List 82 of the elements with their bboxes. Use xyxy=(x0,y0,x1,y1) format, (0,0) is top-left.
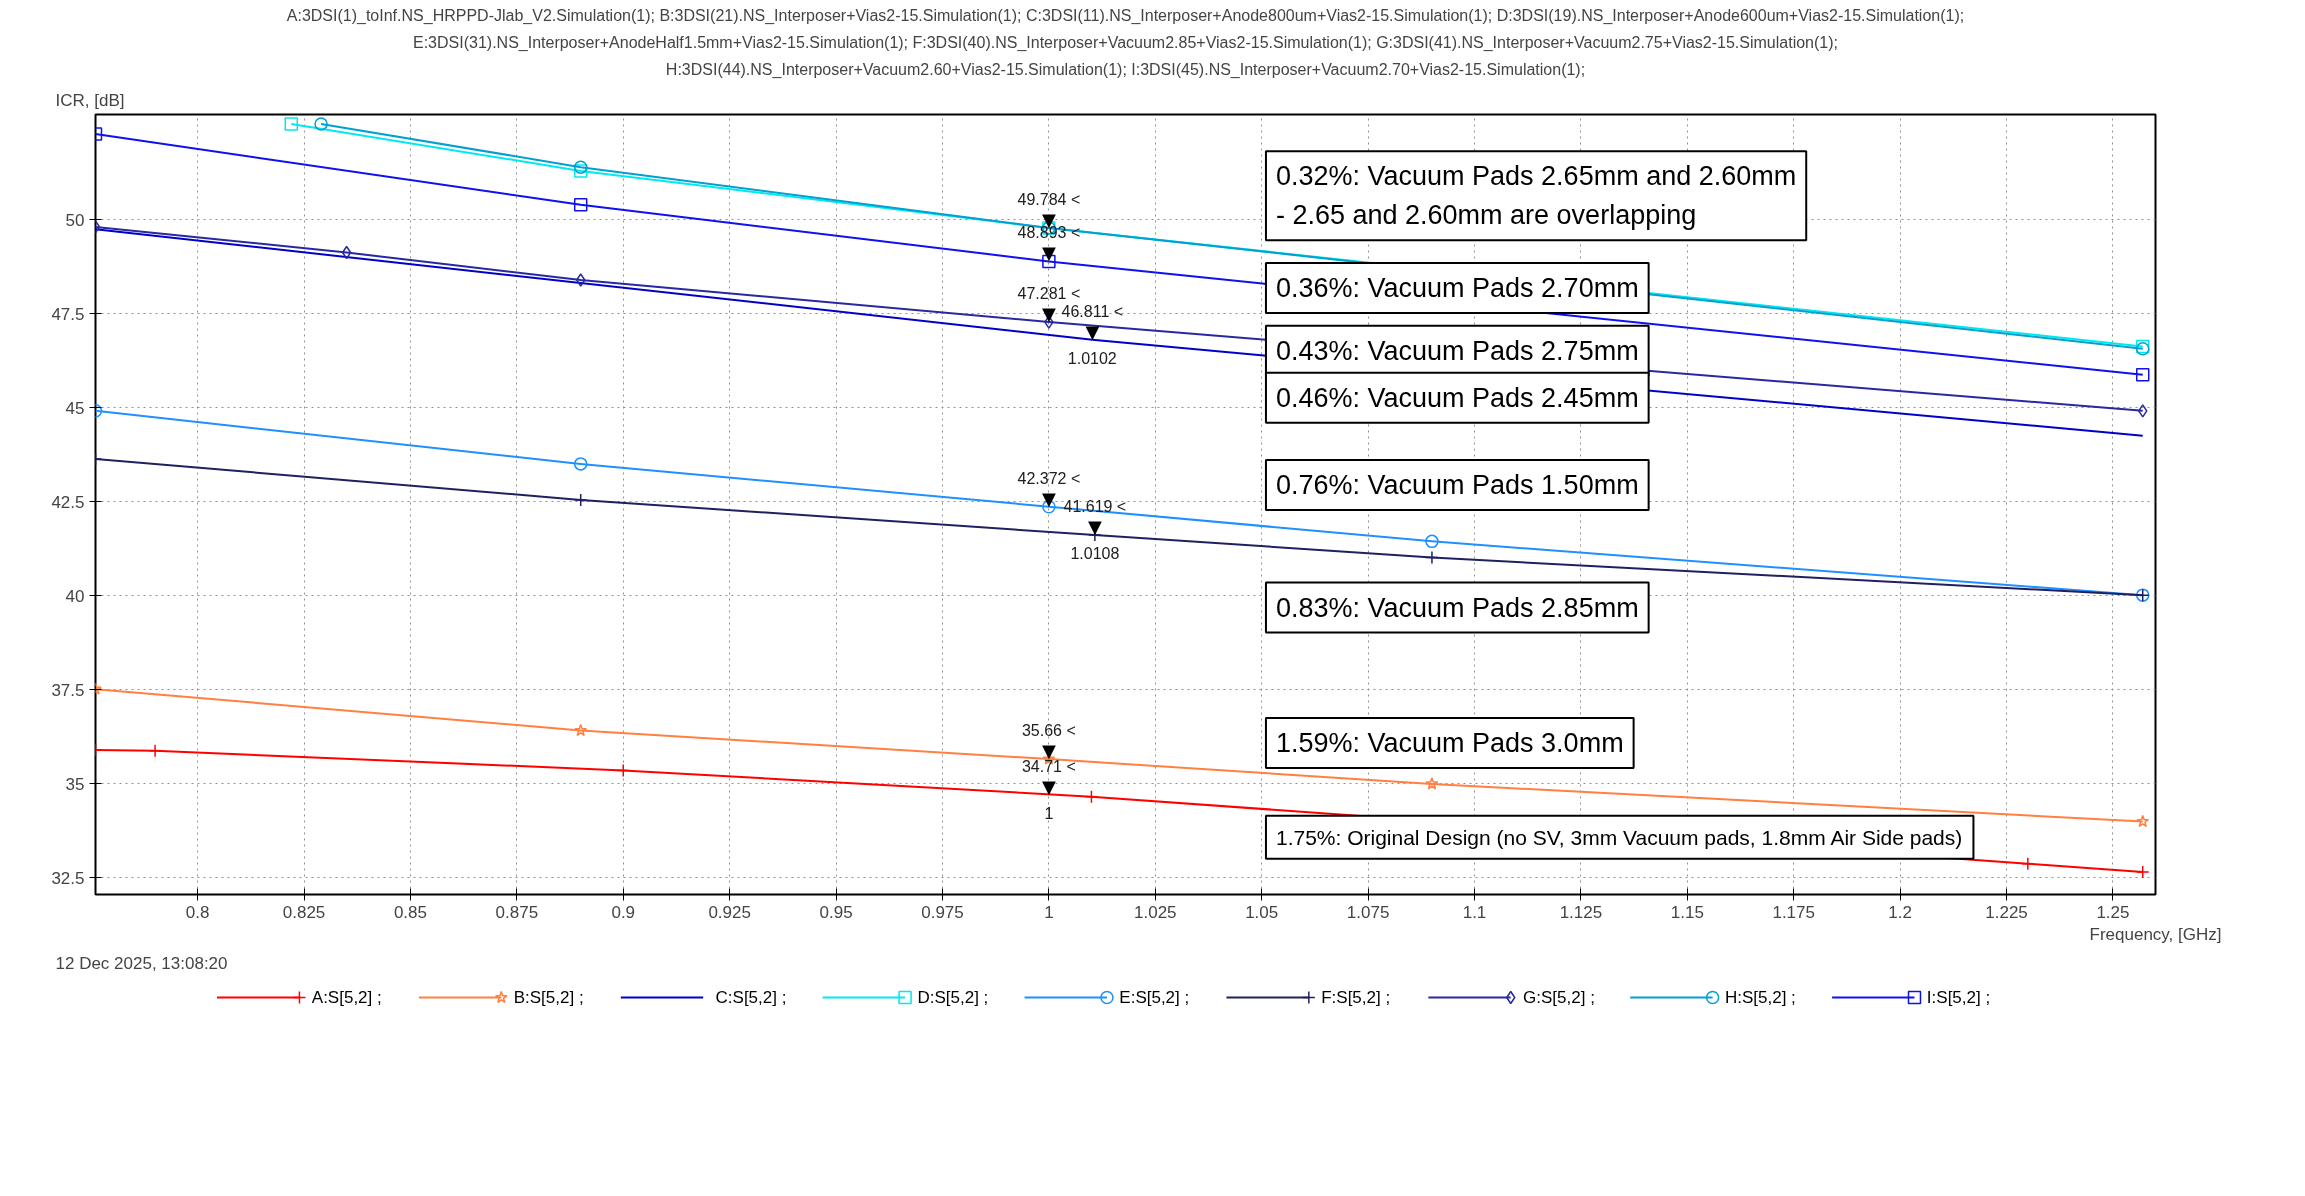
annotation: 46.811 < xyxy=(1061,302,1124,320)
x-tick-label: 0.9 xyxy=(611,902,636,922)
annotation: 0.46%: Vacuum Pads 2.45mm xyxy=(1275,382,1639,413)
point xyxy=(1084,789,1099,804)
legend-label: C:S[5,2] ; xyxy=(715,988,787,1007)
annotation: 42.372 < xyxy=(1017,469,1081,487)
point xyxy=(2136,814,2150,828)
annotation: 0.76%: Vacuum Pads 1.50mm xyxy=(1275,469,1639,500)
x-tick-label: 1.25 xyxy=(2096,902,2130,922)
annotation: 1.0108 xyxy=(1070,545,1120,562)
annotation: ▼ xyxy=(1041,775,1056,797)
x-tick-label: 1.1 xyxy=(1462,902,1487,922)
legend-label: D:S[5,2] ; xyxy=(917,988,989,1007)
point xyxy=(2021,856,2035,871)
y-tick-label: 37.5 xyxy=(51,680,85,700)
x-tick-label: 1 xyxy=(1044,902,1054,922)
annotation: 1 xyxy=(1044,804,1054,822)
annotation: ▼ xyxy=(1041,740,1056,762)
x-axis-title: Frequency, [GHz] xyxy=(2089,924,2222,944)
x-tick-label: 0.975 xyxy=(921,902,964,922)
point xyxy=(2135,865,2150,879)
x-tick-label: 1.05 xyxy=(1245,902,1279,922)
y-tick-label: 45 xyxy=(65,398,85,418)
x-tick-label: 1.025 xyxy=(1134,902,1177,922)
legend-label: B:S[5,2] ; xyxy=(513,988,584,1007)
y-tick-label: 42.5 xyxy=(51,492,85,512)
annotation: 1.59%: Vacuum Pads 3.0mm xyxy=(1275,727,1624,758)
annotation: 0.43%: Vacuum Pads 2.75mm xyxy=(1275,335,1639,366)
y-tick-label: 47.5 xyxy=(51,304,85,324)
x-tick-label: 1.175 xyxy=(1772,902,1815,922)
annotation: 0.36%: Vacuum Pads 2.70mm xyxy=(1275,272,1639,303)
point xyxy=(148,744,162,758)
x-tick-label: 0.875 xyxy=(495,902,539,922)
text: 12 Dec 2025, 13:08:20 xyxy=(55,953,228,973)
x-tick-label: 1.125 xyxy=(1559,902,1603,922)
x-tick-label: 0.85 xyxy=(393,902,428,922)
point xyxy=(574,723,588,737)
point xyxy=(616,763,631,778)
point xyxy=(573,457,588,471)
point xyxy=(575,273,586,287)
legend-label: I:S[5,2] ; xyxy=(1926,988,1991,1007)
point xyxy=(573,160,588,174)
point xyxy=(314,117,328,131)
point xyxy=(573,493,588,507)
chart-title: A:3DSI(1)_toInf.NS_HRPPD-Jlab_V2.Simulation(1); B:3DSI(21).NS_Interposer+Vias2-15.Simulation(1); C:3DSI(11).NS_Interposer+Anode800um+Vias2-15.Simulation(1); D:3DSI(19).NS_Interposer+Anode600um+Vias2-15.Simulation(1); E:3DSI(31).NS_Interposer+AnodeHalf1.5mm+Vias2-15.Simulation(1); F:3DSI(40).NS_Interposer+Vacuum2.85+Vias2-15.Simulation(1); G:3DSI(41).NS_Interposer+Vacuum2.75+Vias2-15.Simulation(1); H:3DSI(44).NS_Interposer+Vacuum2.60+Vias2-15.Simulation(1); I:3DSI(45).NS_Interposer+Vacuum2.70+Vias2-15.Simulation(1); xyxy=(286,7,1965,80)
point xyxy=(1425,534,1439,549)
y-tick-label: 35 xyxy=(65,774,85,794)
annotation: ▼ xyxy=(1041,303,1056,325)
annotation: 35.66 < xyxy=(1021,722,1076,740)
y-tick-label: 50 xyxy=(65,210,85,230)
y-tick-label: 40 xyxy=(65,586,85,606)
y-axis-title: ICR, [dB] xyxy=(55,90,125,110)
point xyxy=(2137,404,2148,418)
annotation: ▼ xyxy=(1087,516,1102,537)
annotation: 47.281 < xyxy=(1017,285,1081,303)
x-tick-label: 0.825 xyxy=(282,902,326,922)
point xyxy=(341,245,352,260)
x-tick-label: 1.2 xyxy=(1888,902,1912,922)
x-tick-label: 0.95 xyxy=(819,902,853,922)
x-tick-label: 1.225 xyxy=(1985,902,2028,922)
y-tick-label: 32.5 xyxy=(51,868,85,888)
annotation: 0.83%: Vacuum Pads 2.85mm xyxy=(1275,592,1639,623)
legend-label: A:S[5,2] ; xyxy=(311,988,382,1007)
point xyxy=(573,164,588,178)
point xyxy=(284,117,299,131)
x-tick-label: 1.075 xyxy=(1346,902,1390,922)
legend-label: E:S[5,2] ; xyxy=(1119,988,1190,1007)
x-tick-label: 0.925 xyxy=(708,902,751,922)
annotation: ▼ xyxy=(1085,320,1100,342)
annotation: 49.784 < xyxy=(1017,190,1081,208)
point xyxy=(2135,368,2150,382)
point xyxy=(1425,777,1439,790)
point xyxy=(573,198,588,212)
x-tick-label: 1.15 xyxy=(1670,902,1704,922)
legend-label: F:S[5,2] ; xyxy=(1321,988,1391,1007)
point xyxy=(1425,550,1439,565)
legend-label: H:S[5,2] ; xyxy=(1724,988,1796,1007)
legend-label: G:S[5,2] ; xyxy=(1523,988,1595,1007)
annotation: 0.32%: Vacuum Pads 2.65mm and 2.60mm - 2.65 and 2.60mm are overlapping xyxy=(1275,161,1797,231)
annotation: 1.75%: Original Design (no SV, 3mm Vacuum pads, 1.8mm Air Side pads) xyxy=(1275,825,1963,849)
x-tick-label: 0.8 xyxy=(185,902,210,922)
annotation: 1.0102 xyxy=(1067,349,1117,367)
